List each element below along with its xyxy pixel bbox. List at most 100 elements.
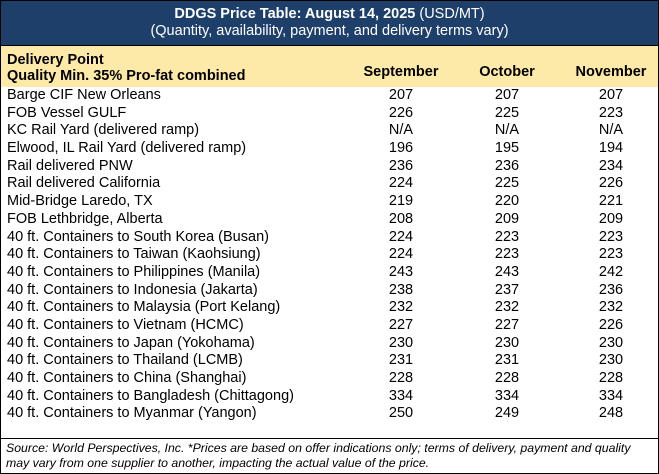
price-cell: N/A bbox=[388, 122, 414, 139]
price-cell: 248 bbox=[598, 405, 624, 422]
table-subtitle: (Quantity, availability, payment, and de… bbox=[150, 23, 509, 39]
delivery-point-cell: 40 ft. Containers to Taiwan (Kaohsiung) bbox=[7, 246, 261, 263]
price-cell: 207 bbox=[494, 87, 520, 103]
table-title-bold: DDGS Price Table: August 14, 2025 bbox=[174, 6, 416, 22]
price-cell: 230 bbox=[388, 334, 414, 351]
price-cell: 334 bbox=[598, 387, 624, 404]
delivery-point-cell: 40 ft. Containers to Myanmar (Yangon) bbox=[7, 405, 257, 422]
price-cell: 219 bbox=[388, 193, 414, 210]
price-cell: 243 bbox=[494, 263, 520, 280]
price-cell: 232 bbox=[388, 299, 414, 316]
price-cell: 227 bbox=[494, 316, 520, 333]
delivery-point-cell: 40 ft. Containers to Malaysia (Port Kela… bbox=[7, 299, 281, 316]
header-delivery-point: Delivery Point Quality Min. 35% Pro-fat … bbox=[7, 52, 245, 84]
title-bar: DDGS Price Table: August 14, 2025 (USD/M… bbox=[1, 1, 658, 45]
delivery-point-cell: Mid-Bridge Laredo, TX bbox=[7, 193, 153, 210]
table-row: 40 ft. Containers to Malaysia (Port Kela… bbox=[1, 299, 658, 317]
table-row: 40 ft. Containers to Taiwan (Kaohsiung) 2… bbox=[1, 246, 658, 264]
price-cell: 249 bbox=[494, 405, 520, 422]
table-row: 40 ft. Containers to Vietnam (HCMC) 227 22… bbox=[1, 317, 658, 335]
column-header-november: November bbox=[575, 64, 647, 80]
delivery-point-cell: KC Rail Yard (delivered ramp) bbox=[7, 122, 200, 139]
price-cell: 223 bbox=[494, 228, 520, 245]
price-cell: 225 bbox=[494, 175, 520, 192]
table-row: 40 ft. Containers to Bangladesh (Chittag… bbox=[1, 388, 658, 406]
price-cell: 224 bbox=[388, 175, 414, 192]
price-cell: 236 bbox=[388, 157, 414, 174]
table-row: Elwood, IL Rail Yard (delivered ramp) 196… bbox=[1, 140, 658, 158]
price-cell: 220 bbox=[494, 193, 520, 210]
price-cell: 223 bbox=[598, 246, 624, 263]
price-cell: 230 bbox=[598, 334, 624, 351]
header-line2: Quality Min. 35% Pro-fat combined bbox=[7, 68, 246, 84]
table-row: 40 ft. Containers to South Korea (Busan)… bbox=[1, 229, 658, 247]
price-cell: 209 bbox=[598, 210, 624, 227]
price-cell: 230 bbox=[494, 334, 520, 351]
price-cell: 228 bbox=[598, 370, 624, 386]
price-cell: 334 bbox=[494, 387, 520, 404]
table-header: Delivery Point Quality Min. 35% Pro-fat … bbox=[1, 45, 658, 87]
price-cell: 194 bbox=[598, 140, 624, 157]
price-cell: 231 bbox=[494, 352, 520, 369]
price-cell: N/A bbox=[494, 122, 520, 139]
price-cell: 226 bbox=[598, 175, 624, 192]
price-cell: 237 bbox=[494, 281, 520, 298]
price-cell: 207 bbox=[598, 87, 624, 103]
delivery-point-cell: FOB Vessel GULF bbox=[7, 104, 127, 121]
price-cell: 236 bbox=[494, 157, 520, 174]
price-cell: 234 bbox=[598, 157, 624, 174]
price-cell: 228 bbox=[494, 370, 520, 386]
price-cell: 236 bbox=[598, 281, 624, 298]
table-row: 40 ft. Containers to Myanmar (Yangon) 250… bbox=[1, 405, 658, 423]
footer-note: Source: World Perspectives, Inc. *Prices… bbox=[1, 438, 658, 471]
price-cell: 238 bbox=[388, 281, 414, 298]
delivery-point-cell: Barge CIF New Orleans bbox=[7, 87, 161, 103]
table-row: 40 ft. Containers to Japan (Yokohama) 230… bbox=[1, 335, 658, 353]
price-cell: 223 bbox=[598, 104, 624, 121]
table-row: Mid-Bridge Laredo, TX 219 220 221 bbox=[1, 193, 658, 211]
delivery-point-cell: FOB Lethbridge, Alberta bbox=[7, 210, 163, 227]
price-cell: 196 bbox=[388, 140, 414, 157]
header-line1: Delivery Point bbox=[7, 52, 104, 68]
price-cell: N/A bbox=[598, 122, 624, 139]
price-cell: 334 bbox=[388, 387, 414, 404]
delivery-point-cell: 40 ft. Containers to Bangladesh (Chittag… bbox=[7, 387, 294, 404]
price-cell: 208 bbox=[388, 210, 414, 227]
price-cell: 232 bbox=[598, 299, 624, 316]
delivery-point-cell: Rail delivered PNW bbox=[7, 157, 133, 174]
delivery-point-cell: 40 ft. Containers to Japan (Yokohama) bbox=[7, 334, 255, 351]
table-body: Barge CIF New Orleans 207 207 207 FOB Vessel… bbox=[1, 87, 658, 423]
delivery-point-cell: 40 ft. Containers to South Korea (Busan) bbox=[7, 228, 269, 245]
delivery-point-cell: 40 ft. Containers to Philippines (Manila… bbox=[7, 263, 261, 280]
price-cell: 226 bbox=[598, 316, 624, 333]
price-cell: 231 bbox=[388, 352, 414, 369]
price-cell: 224 bbox=[388, 246, 414, 263]
price-cell: 225 bbox=[494, 104, 520, 121]
table-row: 40 ft. Containers to Thailand (LCMB) 231 2… bbox=[1, 352, 658, 370]
price-cell: 242 bbox=[598, 263, 624, 280]
table-row: Rail delivered PNW 236 236 234 bbox=[1, 158, 658, 176]
table-row: 40 ft. Containers to China (Shanghai) 228… bbox=[1, 370, 658, 388]
price-cell: 207 bbox=[388, 87, 414, 103]
price-cell: 223 bbox=[494, 246, 520, 263]
column-header-september: September bbox=[363, 64, 439, 80]
price-cell: 221 bbox=[598, 193, 624, 210]
column-header-october: October bbox=[479, 64, 535, 80]
delivery-point-cell: 40 ft. Containers to Vietnam (HCMC) bbox=[7, 316, 244, 333]
table-row: 40 ft. Containers to Indonesia (Jakarta)… bbox=[1, 282, 658, 300]
delivery-point-cell: 40 ft. Containers to Thailand (LCMB) bbox=[7, 352, 243, 369]
delivery-point-cell: 40 ft. Containers to Indonesia (Jakarta) bbox=[7, 281, 258, 298]
price-cell: 224 bbox=[388, 228, 414, 245]
price-cell: 226 bbox=[388, 104, 414, 121]
delivery-point-cell: Elwood, IL Rail Yard (delivered ramp) bbox=[7, 140, 247, 157]
table-row: Barge CIF New Orleans 207 207 207 bbox=[1, 87, 658, 105]
price-cell: 195 bbox=[494, 140, 520, 157]
price-cell: 223 bbox=[598, 228, 624, 245]
price-cell: 243 bbox=[388, 263, 414, 280]
table-row: Rail delivered California 224 225 226 bbox=[1, 175, 658, 193]
delivery-point-cell: Rail delivered California bbox=[7, 175, 161, 192]
price-cell: 228 bbox=[388, 370, 414, 386]
price-cell: 232 bbox=[494, 299, 520, 316]
table-row: 40 ft. Containers to Philippines (Manila… bbox=[1, 264, 658, 282]
